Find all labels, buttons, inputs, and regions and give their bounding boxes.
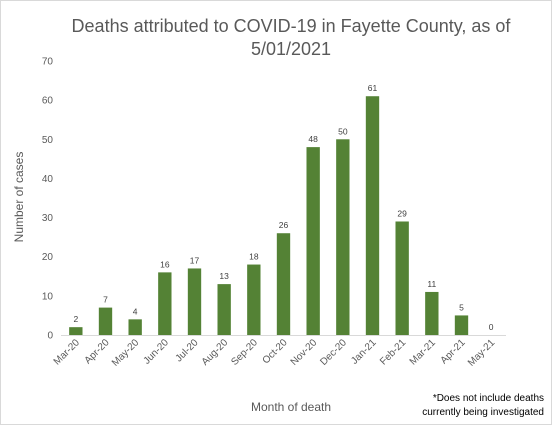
bar-value-label: 11 bbox=[427, 279, 436, 289]
bar-series bbox=[69, 96, 469, 335]
bar bbox=[158, 272, 172, 335]
x-tick-label: Jun-20 bbox=[142, 337, 172, 367]
chart-title-line-2: 5/01/2021 bbox=[251, 39, 331, 59]
bar-value-label: 48 bbox=[308, 134, 318, 144]
x-tick-label: Jul-20 bbox=[174, 337, 201, 364]
y-tick-label: 30 bbox=[42, 213, 54, 224]
y-tick-label: 60 bbox=[42, 96, 54, 107]
bar-value-label: 2 bbox=[73, 314, 78, 324]
x-tick-label: Mar-21 bbox=[408, 337, 438, 367]
bar bbox=[187, 268, 202, 335]
bar-value-label: 26 bbox=[279, 220, 289, 230]
bar-value-label: 0 bbox=[489, 322, 494, 332]
footnote-line-2: currently being investigated bbox=[422, 407, 544, 418]
y-tick-label: 0 bbox=[47, 331, 53, 342]
y-tick-label: 10 bbox=[42, 291, 54, 302]
bar bbox=[276, 233, 291, 335]
x-tick-label: Jan-21 bbox=[349, 337, 379, 367]
x-tick-label: Oct-20 bbox=[261, 337, 290, 366]
bar-value-label: 61 bbox=[368, 83, 378, 93]
bar bbox=[395, 221, 409, 335]
y-tick-label: 40 bbox=[42, 174, 54, 185]
bar bbox=[336, 139, 350, 335]
bar bbox=[365, 96, 380, 335]
bar-value-label: 7 bbox=[103, 295, 108, 305]
x-tick-label: Feb-21 bbox=[378, 337, 408, 367]
x-tick-label: Mar-20 bbox=[52, 337, 82, 367]
x-axis-label: Month of death bbox=[251, 400, 331, 414]
y-tick-label: 50 bbox=[42, 135, 54, 146]
bar-value-label: 13 bbox=[219, 271, 229, 281]
x-tick-label: Dec-20 bbox=[318, 337, 349, 368]
bar bbox=[128, 319, 142, 335]
x-tick-label: Aug-20 bbox=[200, 337, 231, 368]
x-tick-label: May-21 bbox=[466, 337, 498, 369]
y-axis-ticks: 0 10 20 30 40 50 60 70 bbox=[42, 57, 54, 342]
bar bbox=[454, 315, 469, 335]
bar-value-label: 16 bbox=[160, 259, 170, 269]
bar-value-label: 29 bbox=[397, 208, 407, 218]
bar-value-label: 18 bbox=[249, 252, 259, 262]
bar bbox=[306, 147, 320, 335]
x-tick-label: Apr-21 bbox=[439, 337, 468, 366]
bar bbox=[247, 264, 261, 335]
x-tick-label: Sep-20 bbox=[229, 337, 260, 368]
y-tick-label: 70 bbox=[42, 57, 54, 68]
x-tick-label: May-20 bbox=[110, 337, 142, 369]
y-axis-label: Number of cases bbox=[12, 152, 26, 243]
x-tick-label: Nov-20 bbox=[289, 337, 320, 368]
bar-value-label: 17 bbox=[190, 255, 200, 265]
bar bbox=[425, 291, 439, 335]
bar bbox=[98, 307, 113, 335]
bar bbox=[217, 284, 231, 335]
bar-value-label: 5 bbox=[459, 302, 464, 312]
y-tick-label: 20 bbox=[42, 252, 54, 263]
chart-title-line-1: Deaths attributed to COVID-19 in Fayette… bbox=[72, 16, 512, 36]
bar bbox=[69, 327, 83, 335]
bar-value-label: 50 bbox=[338, 126, 348, 136]
x-tick-label: Apr-20 bbox=[83, 337, 112, 366]
footnote-line-1: *Does not include deaths bbox=[433, 393, 544, 404]
bar-value-label: 4 bbox=[133, 306, 138, 316]
